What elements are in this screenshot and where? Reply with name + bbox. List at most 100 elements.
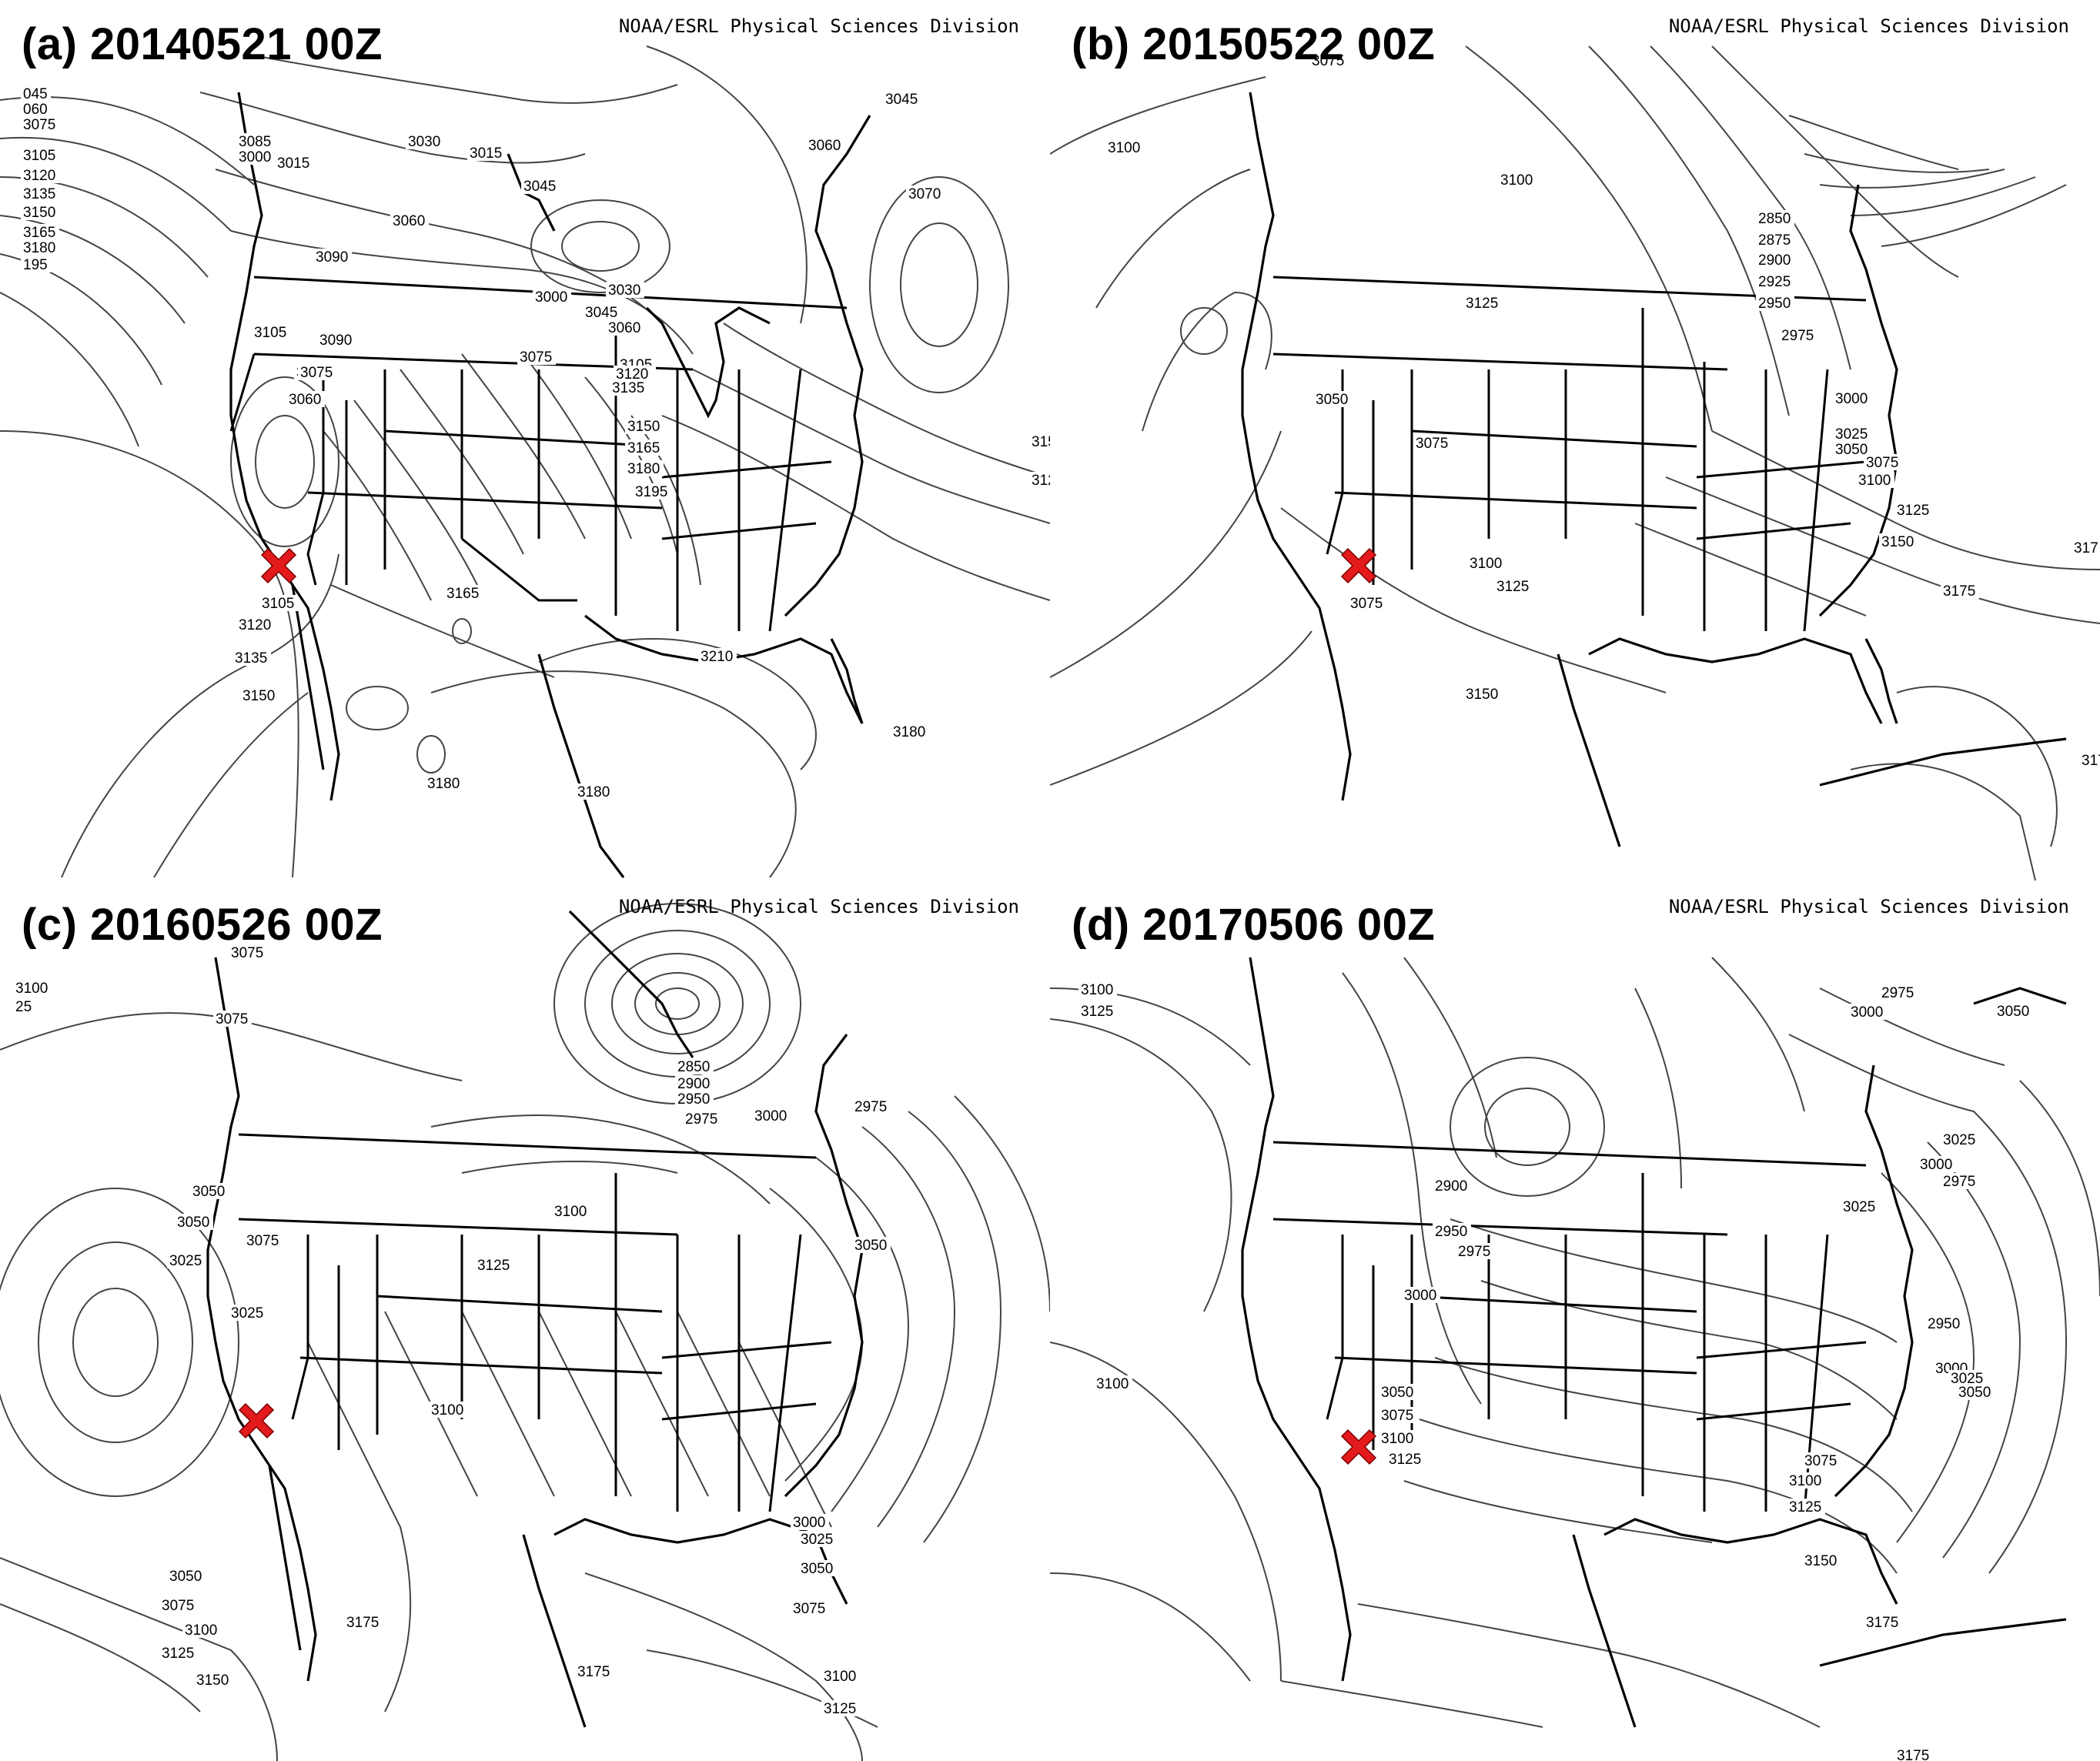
- contour-label: 3125: [1466, 296, 1498, 312]
- contour-label: 3180: [427, 776, 460, 792]
- contour-label-bg: [752, 1108, 791, 1124]
- contour-label-bg: [1309, 52, 1348, 69]
- contour-label: 3100: [824, 1669, 856, 1685]
- contour-label: 3195: [635, 484, 667, 500]
- height-contours: [0, 903, 1050, 1761]
- contour-label-bg: [791, 1514, 829, 1530]
- contour-label: 3125: [1496, 579, 1529, 595]
- contour-label: 3000: [239, 149, 271, 165]
- state-borders: [1272, 276, 1867, 632]
- contour-label: 3125: [1081, 1004, 1113, 1020]
- contour-label-bg: [906, 185, 945, 202]
- panel-b: 3075 3100 3100 2850 2875 2900 2925 2950 2975 3125…: [1050, 0, 2100, 880]
- contour-label-bg: [575, 784, 614, 800]
- contour-label-bg: [1925, 1315, 1964, 1332]
- contour-label-bg: [625, 439, 664, 456]
- contour-label-bg: [606, 282, 644, 298]
- contour-label-bg: [21, 85, 51, 102]
- contour-label: 3180: [577, 784, 610, 800]
- contour-label: 3070: [908, 186, 941, 202]
- panel-c: 3075 3100 25 3075 3025 3050 3075 2850 2900 2950 29…: [0, 880, 1050, 1761]
- contour-label-bg: [1105, 139, 1144, 155]
- contour-label-bg: [252, 324, 290, 340]
- contour-label-bg: [1864, 454, 1902, 470]
- contour-label: 2950: [1435, 1224, 1467, 1240]
- contour-label: 3100: [554, 1204, 587, 1220]
- panel-d: 3100 3125 2975 3000 3050 3025 3000 2975 2900 2950…: [1050, 880, 2100, 1761]
- contour-label-bg: [425, 775, 463, 791]
- contour-label-bg: [614, 366, 652, 382]
- contour-label-bg: [852, 1098, 891, 1114]
- contour-label: 3015: [277, 155, 309, 172]
- contour-label-bg: [606, 319, 644, 336]
- contour-label-bg: [1433, 1178, 1471, 1194]
- contour-label: 2975: [854, 1099, 887, 1115]
- contour-label-bg: [313, 249, 352, 265]
- contour-label: 25: [15, 999, 32, 1015]
- contour-label: 3150: [196, 1672, 229, 1689]
- contour-label: 3175: [577, 1664, 610, 1680]
- contour-label: 3100: [431, 1402, 463, 1418]
- contour-label: 3075: [162, 1598, 194, 1614]
- credit-label: NOAA/ESRL Physical Sciences Division: [1668, 15, 2069, 37]
- contour-label-bg: [1463, 295, 1502, 311]
- contour-label: 3175: [1943, 583, 1975, 600]
- contour-label: 3030: [408, 134, 440, 150]
- contour-label-bg: [806, 137, 844, 153]
- contour-label-bg: [1413, 435, 1452, 451]
- contour-label: 3150: [242, 688, 275, 704]
- contour-label-bg: [21, 204, 59, 220]
- contour-label: 3175: [346, 1615, 379, 1631]
- contour-label-bg: [1379, 1407, 1417, 1423]
- contour-label: 2900: [1758, 252, 1791, 269]
- contour-label: 3175: [1897, 1748, 1929, 1761]
- contour-label-bg: [194, 1672, 232, 1688]
- contour-label-bg: [2072, 540, 2100, 556]
- contour-label: 2875: [1758, 232, 1791, 249]
- contour-label-bg: [675, 1075, 714, 1091]
- contour-label: 312: [1032, 473, 1050, 489]
- contour-label: 3100: [1789, 1473, 1821, 1489]
- contour-label-bg: [1918, 1156, 1956, 1172]
- contour-label: 3125: [1389, 1452, 1421, 1468]
- credit-label: NOAA/ESRL Physical Sciences Division: [618, 15, 1019, 37]
- contour-label-bg: [852, 1237, 891, 1253]
- contour-label-bg: [236, 617, 275, 633]
- contour-label: 2925: [1758, 274, 1791, 290]
- contour-label: 3075: [1416, 436, 1448, 452]
- contour-label: 3100: [1108, 140, 1140, 156]
- contour-label: 3000: [1835, 391, 1868, 407]
- contour-label: 3000: [535, 289, 567, 306]
- contour-label-bg: [552, 1203, 590, 1219]
- contour-label: 3025: [1835, 426, 1868, 443]
- contour-label: 3175: [2082, 753, 2100, 769]
- contour-label: 3105: [262, 596, 294, 612]
- contour-label: 315: [1032, 434, 1050, 450]
- contour-label-bg: [1029, 433, 1050, 449]
- contour-label-bg: [1348, 595, 1386, 611]
- contour-label-bg: [1467, 555, 1506, 571]
- contour-label: 3050: [1997, 1004, 2029, 1020]
- contour-label-bg: [1433, 1223, 1471, 1239]
- contour-label-bg: [1386, 1451, 1425, 1467]
- panel-title: (a) 20140521 00Z: [22, 19, 383, 69]
- contour-label-bg: [1756, 232, 1794, 248]
- contour-label: 2975: [685, 1111, 717, 1128]
- contour-label: 3100: [1470, 556, 1502, 572]
- contour-label: 3075: [231, 945, 263, 961]
- contour-label: 3100: [1096, 1376, 1129, 1392]
- contour-label-bg: [575, 1663, 614, 1679]
- contour-label-bg: [190, 1183, 229, 1199]
- credit-label: NOAA/ESRL Physical Sciences Division: [1668, 896, 2069, 917]
- contour-label: 3150: [627, 419, 660, 435]
- contour-label: 2850: [1758, 211, 1791, 227]
- contour-label-bg: [13, 980, 52, 996]
- contour-label-bg: [406, 133, 444, 149]
- contour-label-bg: [683, 1111, 721, 1127]
- contour-label-bg: [821, 1668, 860, 1684]
- contour-label-bg: [1856, 472, 1894, 488]
- contour-label: 3175: [1866, 1615, 1898, 1631]
- contour-label: 3120: [239, 617, 271, 633]
- contour-label: 3180: [627, 461, 660, 477]
- map-a: 0450603075310531203135315031653180195308…: [0, 45, 1050, 878]
